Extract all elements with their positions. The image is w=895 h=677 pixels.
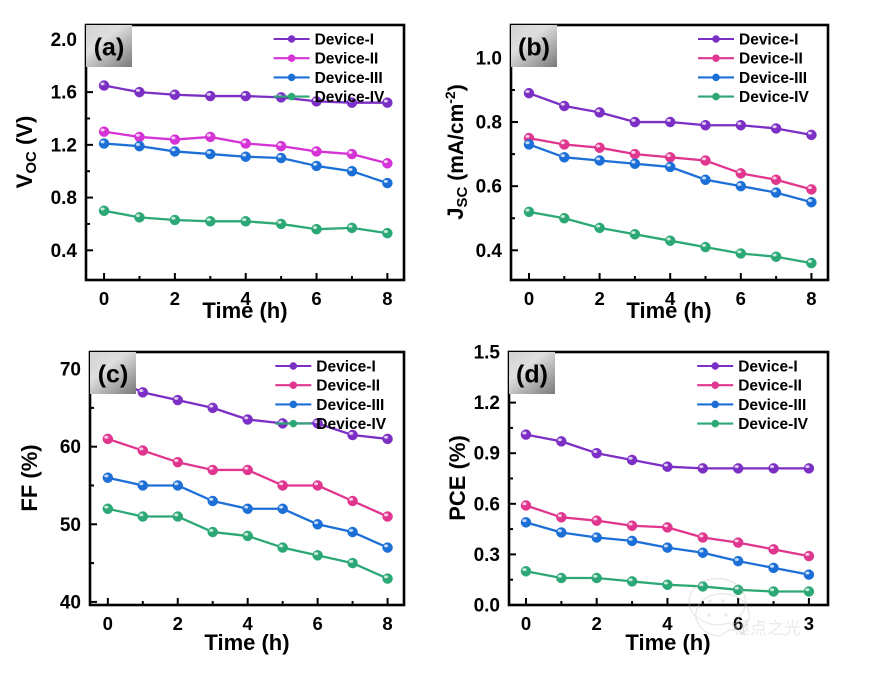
svg-text:0.4: 0.4 [51,241,78,262]
svg-text:0.6: 0.6 [476,177,502,198]
svg-text:Device-II: Device-II [739,51,803,68]
svg-text:Device-III: Device-III [315,70,383,87]
svg-text:Device-IV: Device-IV [739,89,809,106]
svg-text:Device-IV: Device-IV [315,89,385,106]
svg-text:Time (h): Time (h) [625,630,710,655]
svg-text:6: 6 [736,288,746,309]
svg-text:0: 0 [99,288,109,309]
svg-text:6: 6 [312,613,322,634]
svg-text:Device-II: Device-II [316,378,380,395]
svg-text:1.5: 1.5 [474,343,501,364]
svg-text:8: 8 [806,288,816,309]
svg-text:Device-III: Device-III [739,70,807,87]
svg-text:0.4: 0.4 [476,241,503,262]
svg-text:1.6: 1.6 [51,83,77,104]
svg-text:Device-IV: Device-IV [738,416,808,433]
svg-text:8: 8 [382,613,392,634]
svg-text:6: 6 [311,288,321,309]
svg-text:40: 40 [60,592,81,613]
svg-text:Device-I: Device-I [315,32,374,49]
svg-text:Device-IV: Device-IV [316,416,386,433]
svg-text:Device-I: Device-I [739,32,798,49]
svg-text:JSC (mA/cm-2): JSC (mA/cm-2) [442,84,471,219]
svg-text:Device-I: Device-I [738,359,797,376]
svg-text:Device-II: Device-II [315,51,379,68]
svg-text:0.9: 0.9 [474,444,500,465]
svg-text:0: 0 [524,288,534,309]
svg-text:0.8: 0.8 [51,188,77,209]
svg-text:Device-III: Device-III [316,397,384,414]
svg-text:0: 0 [521,613,531,634]
svg-text:Device-III: Device-III [738,397,806,414]
svg-text:PCE (%): PCE (%) [445,435,470,521]
svg-text:3: 3 [804,613,814,634]
svg-text:8: 8 [382,288,392,309]
svg-text:0.6: 0.6 [474,494,500,515]
svg-text:0.0: 0.0 [474,596,500,617]
svg-text:70: 70 [60,360,81,381]
svg-text:(c): (c) [98,361,129,389]
svg-text:(b): (b) [518,34,550,62]
svg-text:1.0: 1.0 [476,48,502,69]
svg-text:1.2: 1.2 [51,135,77,156]
svg-text:(a): (a) [94,34,125,62]
svg-text:0.8: 0.8 [476,113,502,134]
svg-text:FF (%): FF (%) [17,444,42,511]
svg-text:Device-II: Device-II [738,378,802,395]
svg-text:2: 2 [594,288,604,309]
svg-text:2: 2 [170,288,180,309]
svg-text:極点之光: 極点之光 [733,619,801,638]
svg-text:2.0: 2.0 [51,30,77,51]
svg-text:Device-I: Device-I [316,359,375,376]
svg-text:2: 2 [592,613,602,634]
svg-text:(d): (d) [516,361,548,389]
svg-text:0.3: 0.3 [474,545,500,566]
svg-text:60: 60 [60,437,81,458]
svg-text:Time (h): Time (h) [204,630,289,655]
svg-text:VOC (V): VOC (V) [12,116,40,189]
svg-text:1.2: 1.2 [474,393,500,414]
svg-text:Time (h): Time (h) [202,298,287,323]
svg-text:2: 2 [173,613,183,634]
svg-text:50: 50 [60,515,81,536]
svg-text:Time (h): Time (h) [626,298,711,323]
svg-text:0: 0 [103,613,113,634]
